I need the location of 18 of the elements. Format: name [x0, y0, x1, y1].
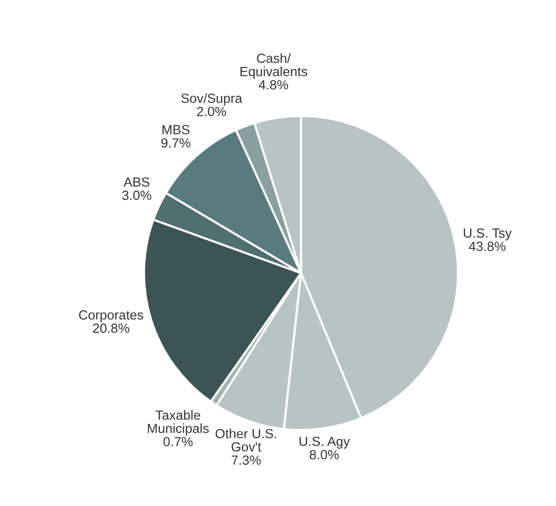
data-label: 0.7%: [164, 436, 193, 446]
data-label: 7.3%: [232, 455, 261, 465]
slice-label: Sov/Supra: [181, 93, 242, 106]
slice-label: Corporates: [79, 310, 144, 322]
slice-label: U.S. Agy: [300, 436, 350, 449]
slice-label: Cash/ Equivalents: [240, 53, 308, 79]
slice-label: Other U.S. Gov't: [216, 428, 276, 452]
data-label: 4.8%: [258, 80, 288, 90]
data-label: 9.7%: [161, 138, 190, 148]
slice-label: U.S. Tsy: [464, 228, 512, 240]
slice-label: ABS: [124, 177, 150, 187]
data-label: 3.0%: [122, 190, 152, 200]
slice-label: Taxable Municipals: [148, 410, 209, 436]
data-label: 43.8%: [468, 242, 506, 252]
data-label: 2.0%: [197, 106, 226, 116]
slice-label: MBS: [162, 124, 190, 134]
data-label: 8.0%: [310, 450, 339, 460]
data-label: 20.8%: [92, 324, 130, 333]
